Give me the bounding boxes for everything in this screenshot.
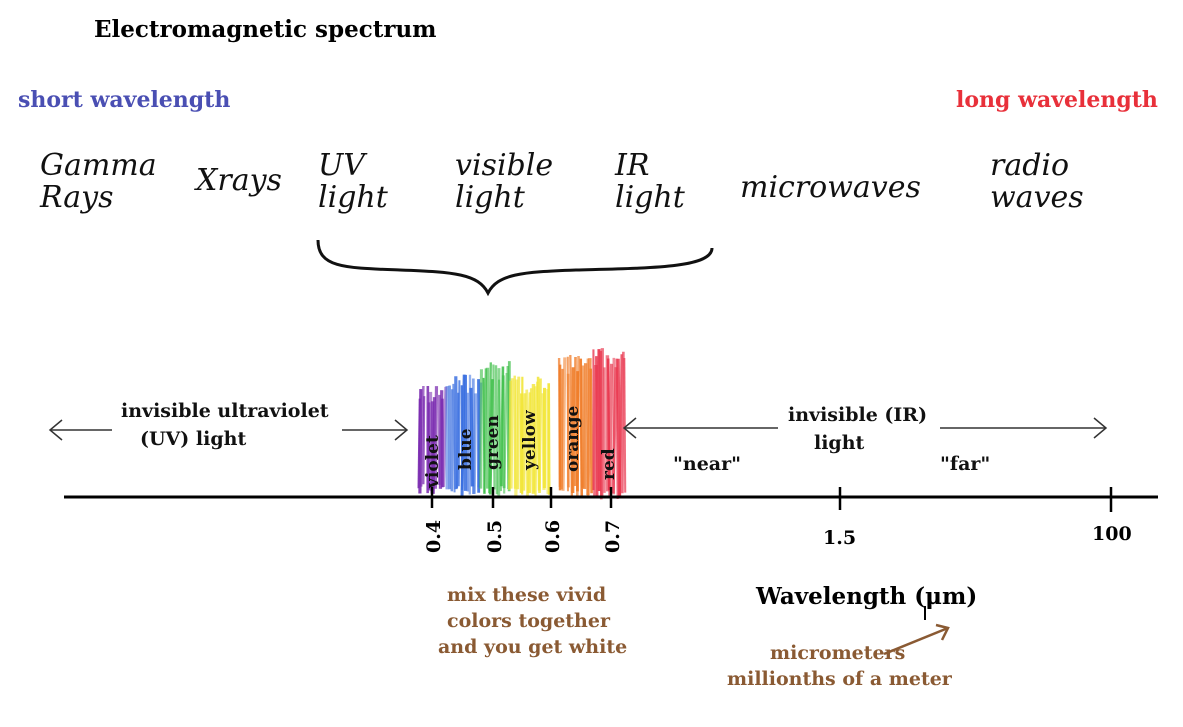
visible-band-strokes: [417, 348, 627, 500]
near-ir-label: "near": [673, 453, 742, 475]
band-label-blue: blue: [456, 428, 476, 470]
region-uv-light: UV light: [318, 148, 388, 215]
micrometers-note: micrometers: [770, 642, 906, 664]
band-label-red: red: [599, 448, 619, 480]
tick-label-100: 100: [1092, 523, 1132, 545]
mix-note-line3: and you get white: [438, 636, 628, 658]
micrometer-pointer-arrow: [883, 626, 949, 656]
curly-brace: [316, 239, 714, 297]
region-xrays: Xrays: [196, 163, 282, 198]
tick-label-0.6: 0.6: [542, 519, 564, 553]
band-stroke-yellow: [507, 375, 551, 499]
mix-note-line1: mix these vivid: [447, 584, 607, 606]
axis-label: Wavelength (μm): [756, 583, 978, 610]
band-label-orange: orange: [563, 405, 583, 472]
ir-label-line1: invisible (IR): [788, 404, 928, 426]
far-ir-label: "far": [940, 453, 991, 475]
tick-label-0.5: 0.5: [484, 519, 506, 553]
ir-label-line2: light: [814, 432, 865, 454]
region-gamma-rays: Gamma Rays: [40, 148, 157, 215]
band-label-green: green: [483, 415, 503, 470]
band-label-violet: violet: [423, 435, 443, 488]
band-stroke-blue: [445, 374, 483, 496]
band-stroke-violet: [417, 385, 448, 494]
mix-note-line2: colors together: [447, 610, 610, 632]
diagram-title: Electromagnetic spectrum: [94, 16, 437, 43]
uv-label-line2: (UV) light: [140, 428, 247, 450]
tick-label-0.7: 0.7: [602, 519, 624, 553]
short-wavelength-label: short wavelength: [18, 87, 231, 113]
region-microwaves: microwaves: [740, 170, 921, 205]
region-radio-waves: radio waves: [990, 148, 1084, 215]
region-visible-light: visible light: [455, 148, 554, 215]
long-wavelength-label: long wavelength: [956, 87, 1158, 113]
tick-label-1.5: 1.5: [823, 527, 857, 549]
uv-label-line1: invisible ultraviolet: [121, 400, 329, 422]
band-stroke-orange: [557, 355, 593, 496]
millionths-note: millionths of a meter: [727, 668, 952, 690]
band-stroke-red: [592, 348, 627, 500]
tick-label-0.4: 0.4: [423, 519, 445, 553]
band-label-yellow: yellow: [520, 410, 540, 470]
region-ir-light: IR light: [615, 148, 685, 215]
